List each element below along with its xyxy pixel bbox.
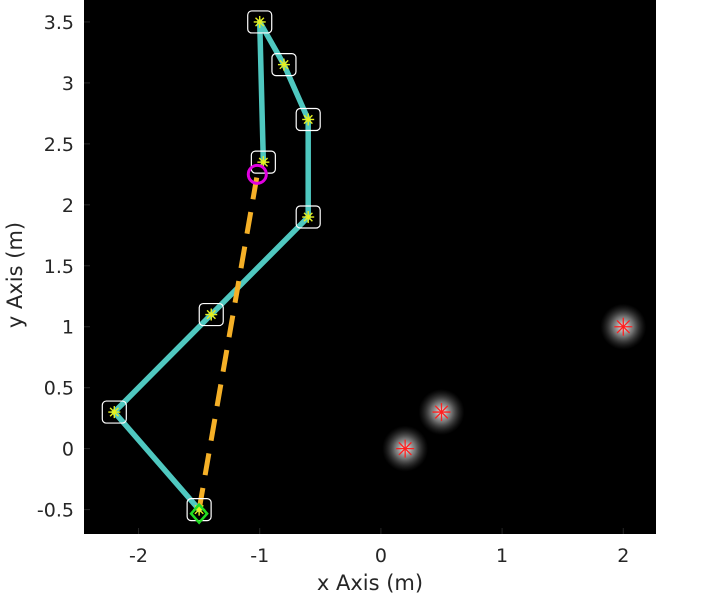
y-tick-label: 1.5 xyxy=(44,256,74,278)
obstacle-ray xyxy=(434,405,449,419)
waypoint-ray xyxy=(303,212,313,222)
waypoint-box xyxy=(198,302,224,327)
obstacle-marker xyxy=(432,403,451,422)
obstacles-layer xyxy=(382,303,647,472)
waypoint-marker xyxy=(277,58,290,71)
waypoint-ray xyxy=(206,309,216,320)
waypoint-marker xyxy=(108,406,121,419)
obstacle-ray xyxy=(616,319,631,334)
paths-layer xyxy=(111,19,311,513)
markers-layer xyxy=(101,10,321,525)
straight-path-line xyxy=(196,173,260,511)
waypoint-marker xyxy=(253,15,266,28)
y-tick-label: 0 xyxy=(62,439,74,461)
waypoint-box xyxy=(247,10,273,34)
waypoint-marker xyxy=(302,113,315,126)
waypoint-ray xyxy=(109,407,119,417)
y-axis-label: y Axis (m) xyxy=(3,222,27,328)
axes-layer: -2 -1 0 1 2 -0.5 0 0.5 1 1.5 2 2.5 3 3.5 xyxy=(37,12,629,567)
x-tick-label: 2 xyxy=(617,545,629,567)
waypoint-ray xyxy=(255,17,265,27)
current-position-marker xyxy=(246,163,268,185)
x-tick-label: 0 xyxy=(375,545,387,567)
obstacle-marker xyxy=(396,439,415,458)
waypoint-marker xyxy=(302,211,315,224)
waypoint-ray xyxy=(303,114,313,125)
waypoint-box xyxy=(295,205,321,229)
x-tick-label: -2 xyxy=(129,545,148,567)
x-axis-label: x Axis (m) xyxy=(317,571,423,595)
y-tick-label: 1 xyxy=(62,317,74,339)
plot-area xyxy=(84,0,656,534)
waypoint-box xyxy=(101,400,127,424)
y-tick-label: 3.5 xyxy=(44,12,74,34)
waypoint-box xyxy=(295,107,321,132)
y-tick-label: 3 xyxy=(62,73,74,95)
obstacle-ray xyxy=(398,441,412,456)
waypoint-ray xyxy=(279,59,289,70)
x-tick-label: -1 xyxy=(250,545,269,567)
y-tick-label: 2 xyxy=(62,195,74,217)
obstacle-marker xyxy=(614,317,633,336)
waypoint-marker xyxy=(205,308,218,321)
waypoint-box xyxy=(186,498,212,522)
start-marker xyxy=(189,502,209,525)
y-tick-label: 0.5 xyxy=(44,378,74,400)
waypoint-path-line xyxy=(111,19,311,513)
waypoint-box xyxy=(271,53,297,77)
y-tick-label: 2.5 xyxy=(44,134,74,156)
y-tick-label: -0.5 xyxy=(37,500,74,522)
waypoint-box xyxy=(250,150,276,174)
x-tick-label: 1 xyxy=(496,545,508,567)
